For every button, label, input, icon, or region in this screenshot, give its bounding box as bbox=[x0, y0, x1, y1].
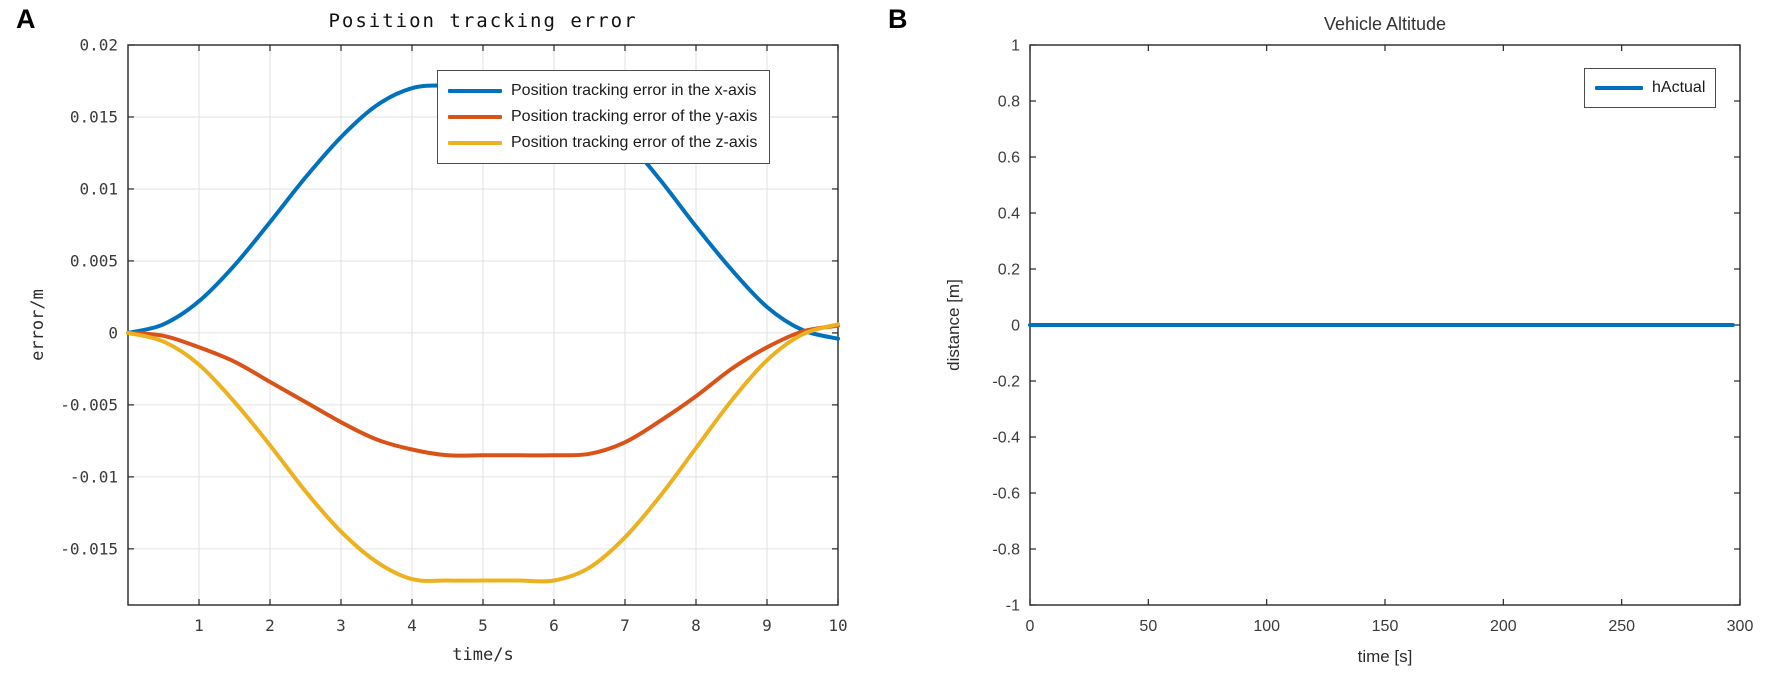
legend-label-z: Position tracking error of the z-axis bbox=[511, 134, 758, 151]
x-tick-label: 0 bbox=[1026, 618, 1035, 635]
legend-line-sample-y bbox=[448, 115, 502, 119]
x-tick-label: 3 bbox=[336, 616, 346, 635]
legend-line-sample-hactual bbox=[1595, 86, 1643, 90]
y-tick-label: 0.2 bbox=[998, 262, 1020, 279]
y-tick-label: -0.8 bbox=[992, 542, 1020, 559]
panel-a-label: A bbox=[16, 4, 36, 34]
x-tick-label: 200 bbox=[1490, 618, 1517, 635]
legend-label-x: Position tracking error in the x-axis bbox=[511, 82, 757, 99]
y-tick-label: 1 bbox=[1011, 38, 1020, 55]
x-tick-label: 50 bbox=[1139, 618, 1157, 635]
x-tick-label: 2 bbox=[265, 616, 275, 635]
y-tick-label: -1 bbox=[1006, 598, 1020, 615]
chart-b-plot-area: 0 50 100 150 200 250 300 1 0.8 0.6 0.4 0.2 0 -0.2 -0.4… bbox=[992, 38, 1754, 636]
legend-item-hactual: hActual bbox=[1595, 75, 1705, 101]
y-tick-label: -0.015 bbox=[60, 539, 118, 558]
chart-b-legend: hActual bbox=[1584, 68, 1717, 108]
x-tick-label: 5 bbox=[478, 616, 488, 635]
chart-a-legend: Position tracking error in the x-axis Po… bbox=[437, 70, 771, 164]
panel-b-label: B bbox=[888, 4, 908, 34]
y-tick-label: 0 bbox=[1011, 318, 1020, 335]
x-tick-label: 1 bbox=[194, 616, 204, 635]
legend-line-sample-x bbox=[448, 89, 502, 93]
x-tick-label: 300 bbox=[1727, 618, 1754, 635]
x-tick-label: 6 bbox=[549, 616, 559, 635]
legend-item-y-axis-error: Position tracking error of the y-axis bbox=[448, 104, 757, 130]
x-tick-label: 250 bbox=[1608, 618, 1635, 635]
legend-item-x-axis-error: Position tracking error in the x-axis bbox=[448, 78, 757, 104]
y-tick-label: 0.4 bbox=[998, 206, 1020, 223]
chart-b-ylabel: distance [m] bbox=[944, 279, 963, 371]
y-tick-label: 0.6 bbox=[998, 150, 1020, 167]
chart-a-xlabel: time/s bbox=[452, 645, 514, 665]
x-tick-label: 150 bbox=[1372, 618, 1399, 635]
y-tick-label: -0.4 bbox=[992, 430, 1020, 447]
legend-label-hactual: hActual bbox=[1652, 79, 1706, 96]
chart-a-title: Position tracking error bbox=[328, 10, 638, 32]
y-tick-label: 0.005 bbox=[70, 251, 118, 270]
x-tick-label: 7 bbox=[620, 616, 630, 635]
y-tick-label: -0.6 bbox=[992, 486, 1020, 503]
x-tick-label: 9 bbox=[762, 616, 772, 635]
y-tick-label: -0.01 bbox=[70, 467, 118, 486]
y-tick-label: 0.015 bbox=[70, 107, 118, 126]
y-tick-label: -0.005 bbox=[60, 395, 118, 414]
x-tick-label: 100 bbox=[1253, 618, 1280, 635]
y-tick-label: -0.2 bbox=[992, 374, 1020, 391]
legend-line-sample-z bbox=[448, 141, 502, 145]
chart-b-title: Vehicle Altitude bbox=[1323, 14, 1447, 34]
y-tick-label: 0.02 bbox=[79, 36, 118, 55]
series-line-2 bbox=[126, 322, 840, 584]
x-tick-label: 10 bbox=[828, 616, 847, 635]
y-tick-label: 0.01 bbox=[79, 179, 118, 198]
chart-a-ylabel: error/m bbox=[28, 289, 48, 361]
legend-label-y: Position tracking error of the y-axis bbox=[511, 108, 758, 125]
series-line-1 bbox=[126, 323, 840, 458]
y-tick-label: 0.8 bbox=[998, 94, 1020, 111]
x-tick-label: 4 bbox=[407, 616, 417, 635]
x-tick-label: 8 bbox=[691, 616, 701, 635]
y-tick-label: 0 bbox=[108, 323, 118, 342]
chart-b-xlabel: time [s] bbox=[1357, 647, 1413, 666]
legend-item-z-axis-error: Position tracking error of the z-axis bbox=[448, 130, 757, 156]
